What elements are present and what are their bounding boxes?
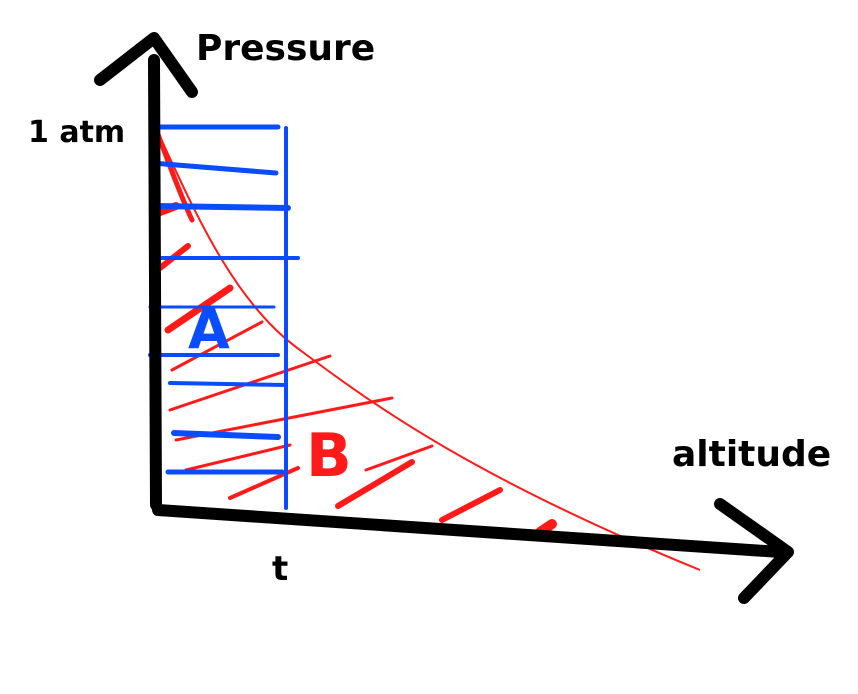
region-b-label: B <box>306 421 352 491</box>
x-axis-line <box>152 504 786 558</box>
y-axis-line <box>148 54 162 511</box>
region-a-label: A <box>188 298 230 361</box>
pressure-curve <box>153 123 701 571</box>
y-axis-label: Pressure <box>196 28 375 69</box>
axes <box>94 32 794 604</box>
y-axis-arrowhead <box>94 32 198 98</box>
x-axis-arrowhead <box>714 498 794 604</box>
region-a-hatching <box>148 124 300 510</box>
x-axis-label: altitude <box>672 434 831 475</box>
y-tick-label: 1 atm <box>28 115 125 150</box>
x-tick-label: t <box>272 549 288 589</box>
